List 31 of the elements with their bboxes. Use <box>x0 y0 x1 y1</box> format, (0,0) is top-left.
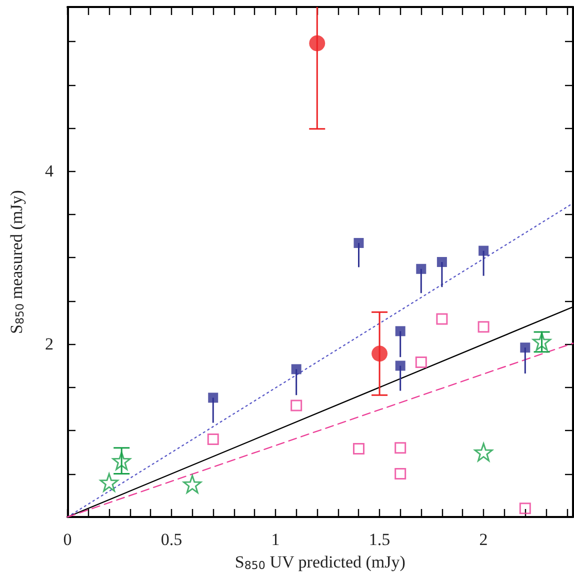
point <box>372 346 388 362</box>
x-tick-label: 1.5 <box>368 530 390 549</box>
x-tick-label: 2 <box>479 530 488 549</box>
point <box>112 452 131 470</box>
point <box>478 246 489 256</box>
point <box>354 238 364 248</box>
y-tick-label: 4 <box>45 162 54 181</box>
x-tick-label: 0.5 <box>160 530 182 549</box>
point <box>474 442 493 462</box>
point <box>394 468 406 480</box>
point <box>183 474 202 494</box>
point <box>290 400 302 412</box>
point <box>436 313 448 325</box>
point <box>100 473 118 492</box>
point <box>291 364 302 374</box>
point <box>352 442 364 454</box>
point <box>436 257 447 267</box>
x-tick-label: 0 <box>63 530 72 549</box>
point <box>208 392 218 403</box>
point <box>416 264 426 274</box>
point <box>309 35 326 52</box>
point <box>394 442 406 454</box>
point <box>207 433 219 445</box>
y-axis-title: S850 measured (mJy) <box>7 190 26 334</box>
point <box>519 502 531 514</box>
point <box>395 326 406 336</box>
point <box>520 342 530 353</box>
point <box>415 356 427 368</box>
x-tick-label: 1 <box>271 530 280 549</box>
point <box>478 321 490 333</box>
point <box>395 360 406 371</box>
